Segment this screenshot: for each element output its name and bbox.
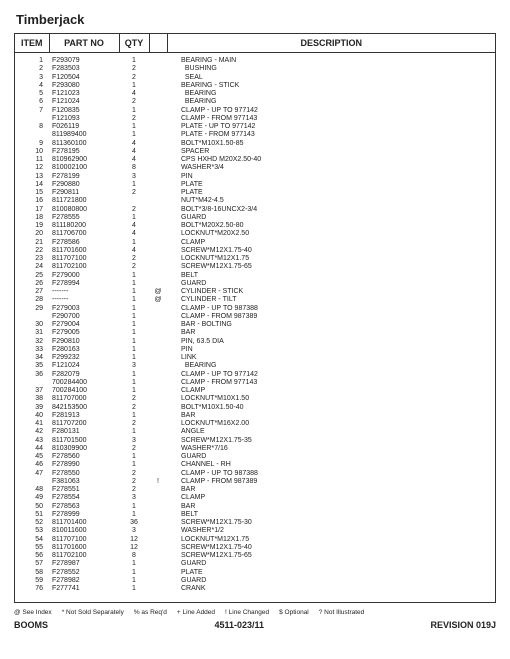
table-row: 10F2781954SPACER bbox=[15, 148, 495, 156]
table-row: 377002841001CLAMP bbox=[15, 387, 495, 395]
table-row: 25F2790001BELT bbox=[15, 272, 495, 280]
table-row: 15F2908112PLATE bbox=[15, 189, 495, 197]
table-row: 8F0261191PLATE - UP TO 977142 bbox=[15, 123, 495, 131]
table-row: 14F2908801PLATE bbox=[15, 181, 495, 189]
table-row: 98113601004BOLT*M10X1.50-85 bbox=[15, 140, 495, 148]
table-frame: ITEM PART NO QTY DESCRIPTION 1F2930791BE… bbox=[14, 33, 496, 603]
table-row: 398421535002BOLT*M10X1.50-40 bbox=[15, 404, 495, 412]
table-row: F1210932CLAMP - FROM 977143 bbox=[15, 115, 495, 123]
table-row: 45F2785601GUARD bbox=[15, 453, 495, 461]
col-item: ITEM bbox=[15, 34, 49, 53]
footer-row: BOOMS 4511-023/11 REVISION 019J bbox=[14, 620, 496, 630]
table-row: 5F1210234 BEARING bbox=[15, 90, 495, 98]
table-row: 47F2785502CLAMP - UP TO 987388 bbox=[15, 470, 495, 478]
col-partno: PART NO bbox=[49, 34, 119, 53]
table-row: 538100116003WASHER*1/2 bbox=[15, 527, 495, 535]
table-row: 49F2785543CLAMP bbox=[15, 494, 495, 502]
table-row: 76F2777411CRANK bbox=[15, 585, 495, 593]
table-row: 248117021002SCREW*M12X1.75-65 bbox=[15, 263, 495, 271]
table-row: 57F2789871GUARD bbox=[15, 560, 495, 568]
table-row: 228117016004SCREW*M12X1.75-40 bbox=[15, 247, 495, 255]
table-row: 46F2789901CHANNEL - RH bbox=[15, 461, 495, 469]
col-qty: QTY bbox=[119, 34, 149, 53]
table-row: 33F2801631PIN bbox=[15, 346, 495, 354]
table-row: 5581170160012SCREW*M12X1.75-40 bbox=[15, 544, 495, 552]
table-row: 21F2785861CLAMP bbox=[15, 239, 495, 247]
table-row: 438117015003SCREW*M12X1.75-35 bbox=[15, 437, 495, 445]
parts-table: 1F2930791BEARING - MAIN2F2835032 BUSHING… bbox=[15, 57, 495, 593]
table-row: 28-------1@CYLINDER - TILT bbox=[15, 296, 495, 304]
table-row: 208117067004LOCKNUT*M20X2.50 bbox=[15, 230, 495, 238]
table-row: 32F2908101PIN, 63.5 DIA bbox=[15, 338, 495, 346]
table-row: 178100808002BOLT*3/8-16UNCX2-3/4 bbox=[15, 206, 495, 214]
footer-center: 4511-023/11 bbox=[214, 620, 264, 630]
table-row: 1F2930791BEARING - MAIN bbox=[15, 57, 495, 65]
table-row: 18F2785551GUARD bbox=[15, 214, 495, 222]
table-row: 29F2790031CLAMP - UP TO 987388 bbox=[15, 305, 495, 313]
table-row: 50F2785631BAR bbox=[15, 503, 495, 511]
table-row: 16811721800NUT*M42-4.5 bbox=[15, 197, 495, 205]
table-row: 48F2785512BAR bbox=[15, 486, 495, 494]
column-headers: ITEM PART NO QTY DESCRIPTION bbox=[15, 34, 495, 53]
table-row: 58F2785521PLATE bbox=[15, 569, 495, 577]
table-row: 5281170140036SCREW*M12X1.75-30 bbox=[15, 519, 495, 527]
table-row: 118109629004CPS HXHD M20X2.50-40 bbox=[15, 156, 495, 164]
table-row: 7F1208351CLAMP - UP TO 977142 bbox=[15, 107, 495, 115]
table-row: 40F2819131BAR bbox=[15, 412, 495, 420]
table-row: 27-------1@CYLINDER - STICK bbox=[15, 288, 495, 296]
table-row: 3F1205042 SEAL bbox=[15, 74, 495, 82]
table-row: F2907001CLAMP - FROM 987389 bbox=[15, 313, 495, 321]
table-row: 34F2992321LINK bbox=[15, 354, 495, 362]
table-row: 26F2789941GUARD bbox=[15, 280, 495, 288]
table-row: 13F2781993PIN bbox=[15, 173, 495, 181]
table-row: 59F2789821GUARD bbox=[15, 577, 495, 585]
col-desc: DESCRIPTION bbox=[167, 34, 495, 53]
table-row: 30F2790041BAR - BOLTING bbox=[15, 321, 495, 329]
footer-left: BOOMS bbox=[14, 620, 48, 630]
table-row: 6F1210242 BEARING bbox=[15, 98, 495, 106]
table-row: 568117021008SCREW*M12X1.75-65 bbox=[15, 552, 495, 560]
table-row: 5481170710012LOCKNUT*M12X1.75 bbox=[15, 536, 495, 544]
table-row: 31F2790051BAR bbox=[15, 329, 495, 337]
brand-title: Timberjack bbox=[16, 12, 496, 27]
table-row: 418117072002LOCKNUT*M16X2.00 bbox=[15, 420, 495, 428]
table-row: 198111802004BOLT*M20X2.50-80 bbox=[15, 222, 495, 230]
table-row: 35F1210243 BEARING bbox=[15, 362, 495, 370]
table-row: F3810632!CLAMP - FROM 987389 bbox=[15, 478, 495, 486]
table-row: 36F2820791CLAMP - UP TO 977142 bbox=[15, 371, 495, 379]
table-row: 2F2835032 BUSHING bbox=[15, 65, 495, 73]
table-row: 448103099002WASHER*7/16 bbox=[15, 445, 495, 453]
table-row: 7002844001CLAMP - FROM 977143 bbox=[15, 379, 495, 387]
table-row: 8119894001PLATE - FROM 977143 bbox=[15, 131, 495, 139]
table-row: 4F2930801BEARING - STICK bbox=[15, 82, 495, 90]
table-row: 238117071002LOCKNUT*M12X1.75 bbox=[15, 255, 495, 263]
table-row: 388117070002LOCKNUT*M10X1.50 bbox=[15, 395, 495, 403]
footer-right: REVISION 019J bbox=[430, 620, 496, 630]
table-row: 42F2801311ANGLE bbox=[15, 428, 495, 436]
table-row: 128100021008WASHER*3/4 bbox=[15, 164, 495, 172]
table-row: 51F2789991BELT bbox=[15, 511, 495, 519]
legend-row: @ See Index * Not Sold Separately % as R… bbox=[14, 609, 496, 616]
